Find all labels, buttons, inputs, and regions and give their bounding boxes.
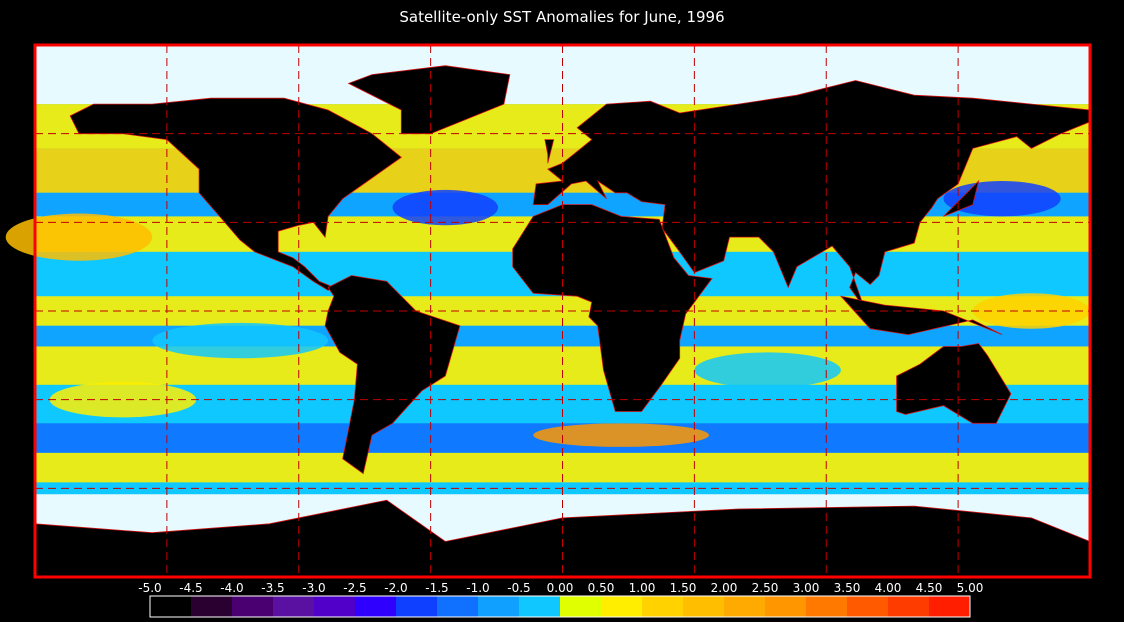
map: [5, 43, 1092, 579]
land: [544, 139, 555, 164]
color-swatch: [191, 596, 232, 617]
colorbar-label: 4.50: [916, 581, 943, 595]
anomaly-patch: [5, 213, 153, 261]
color-swatch: [519, 596, 560, 617]
color-swatch: [478, 596, 519, 617]
colorbar-label: 2.00: [711, 581, 738, 595]
colorbar-label: 3.00: [793, 581, 820, 595]
colorbar-label: 0.50: [588, 581, 615, 595]
color-swatch: [560, 596, 601, 617]
color-swatch: [806, 596, 847, 617]
land: [347, 65, 511, 135]
colorbar: -5.0 -4.5 -4.0 -3.5 -3.0 -2.5 -2.0 -1.5 -1.0 -0.5…: [138, 581, 984, 618]
anomaly-patch: [694, 352, 841, 388]
colorbar-frame: [149, 595, 971, 618]
colorbar-label: -1.5: [425, 581, 448, 595]
color-swatch: [683, 596, 724, 617]
colorbar-label: -3.5: [261, 581, 284, 595]
colorbar-label: -4.5: [179, 581, 202, 595]
color-swatch: [724, 596, 765, 617]
colorbar-label: -2.5: [343, 581, 366, 595]
color-swatch: [888, 596, 929, 617]
land: [943, 179, 980, 217]
map-title: Satellite-only SST Anomalies for June, 1…: [399, 8, 724, 26]
colorbar-label: 2.50: [752, 581, 779, 595]
anomaly-patch: [972, 293, 1090, 329]
colorbar-label: 0.00: [547, 581, 574, 595]
anomaly-patch: [152, 322, 329, 359]
land: [69, 97, 402, 291]
colorbar-label: -1.0: [466, 581, 489, 595]
colorbar-label: 1.50: [670, 581, 697, 595]
color-swatch: [355, 596, 396, 617]
anomaly-patch: [49, 381, 197, 418]
color-swatch: [929, 596, 970, 617]
colorbar-label: -4.0: [220, 581, 243, 595]
colorbar-label: -3.0: [302, 581, 325, 595]
land: [896, 343, 1012, 424]
anomaly-patch: [533, 423, 710, 447]
color-swatch: [601, 596, 642, 617]
colorbar-label: -5.0: [138, 581, 161, 595]
color-swatch: [642, 596, 683, 617]
color-swatch: [396, 596, 437, 617]
colorbar-label: -2.0: [384, 581, 407, 595]
map-frame: [33, 43, 1092, 579]
colorbar-label: 3.50: [834, 581, 861, 595]
color-swatch: [150, 596, 191, 617]
color-swatch: [765, 596, 806, 617]
color-swatch: [232, 596, 273, 617]
land: [839, 295, 1003, 336]
color-swatch: [273, 596, 314, 617]
colorbar-label: 4.00: [875, 581, 902, 595]
anomaly-patch: [392, 189, 499, 226]
colorbar-label: 1.00: [629, 581, 656, 595]
colorbar-label: 5.00: [957, 581, 984, 595]
color-swatch: [437, 596, 478, 617]
land: [532, 80, 1091, 309]
color-swatch: [314, 596, 355, 617]
color-swatch: [847, 596, 888, 617]
colorbar-label: -0.5: [507, 581, 530, 595]
